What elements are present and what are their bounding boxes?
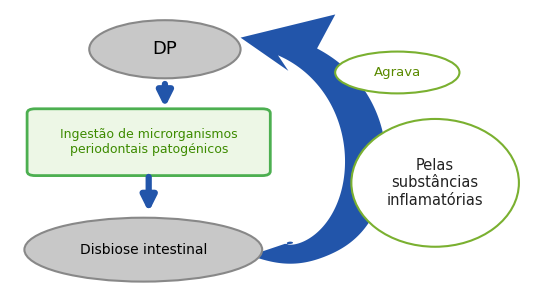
Polygon shape [241,15,386,264]
Ellipse shape [335,52,459,94]
Text: Disbiose intestinal: Disbiose intestinal [80,243,207,257]
Ellipse shape [89,20,241,78]
Ellipse shape [25,218,262,281]
Ellipse shape [352,119,519,247]
Text: Pelas
substâncias
inflamatórias: Pelas substâncias inflamatórias [387,158,483,208]
FancyBboxPatch shape [27,109,270,176]
Text: Agrava: Agrava [373,66,421,79]
Text: DP: DP [152,40,177,58]
Text: Ingestão de microrganismos
periodontais patogénicos: Ingestão de microrganismos periodontais … [60,128,238,156]
